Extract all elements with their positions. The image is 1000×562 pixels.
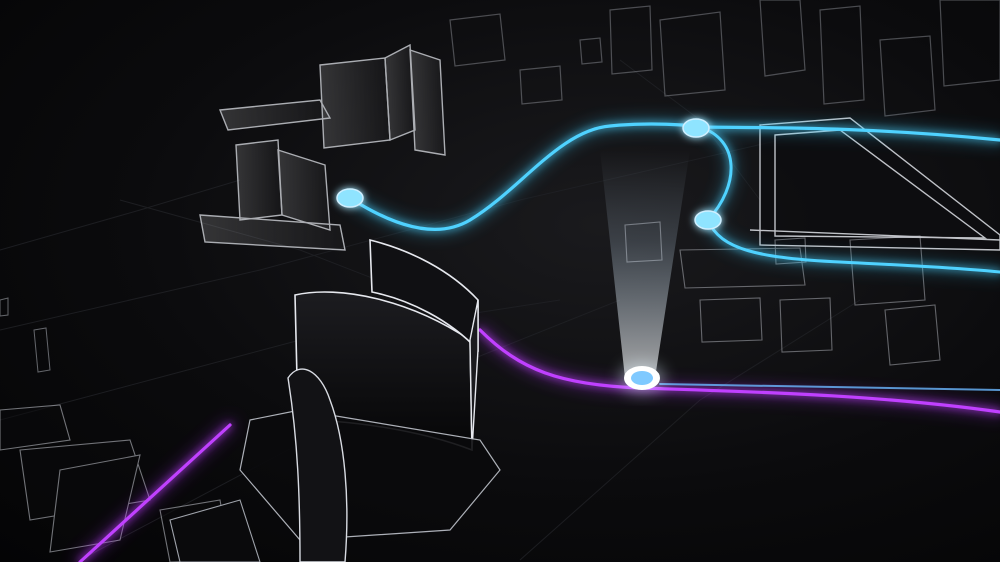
arched-tower: [287, 368, 348, 562]
current-location-marker-core: [631, 371, 653, 385]
cyan-route: [348, 122, 1000, 232]
background-buildings: [449, 0, 1000, 117]
blue-connector-route: [659, 383, 1000, 391]
left-tower-cluster: [199, 43, 446, 251]
map-markers[interactable]: [336, 118, 722, 392]
far-left-details: [0, 297, 51, 373]
curved-tower-edge: [469, 299, 479, 451]
podium-detail: [169, 499, 261, 562]
location-beam: [600, 150, 690, 378]
cyan-route-lower: [698, 125, 1000, 274]
waypoint-mid[interactable]: [694, 210, 722, 230]
waypoint-left[interactable]: [336, 188, 364, 208]
route-lines: [75, 119, 1000, 562]
waypoint-top[interactable]: [682, 118, 710, 138]
purple-route: [78, 328, 1000, 562]
foreground-curved-towers: [169, 238, 501, 562]
